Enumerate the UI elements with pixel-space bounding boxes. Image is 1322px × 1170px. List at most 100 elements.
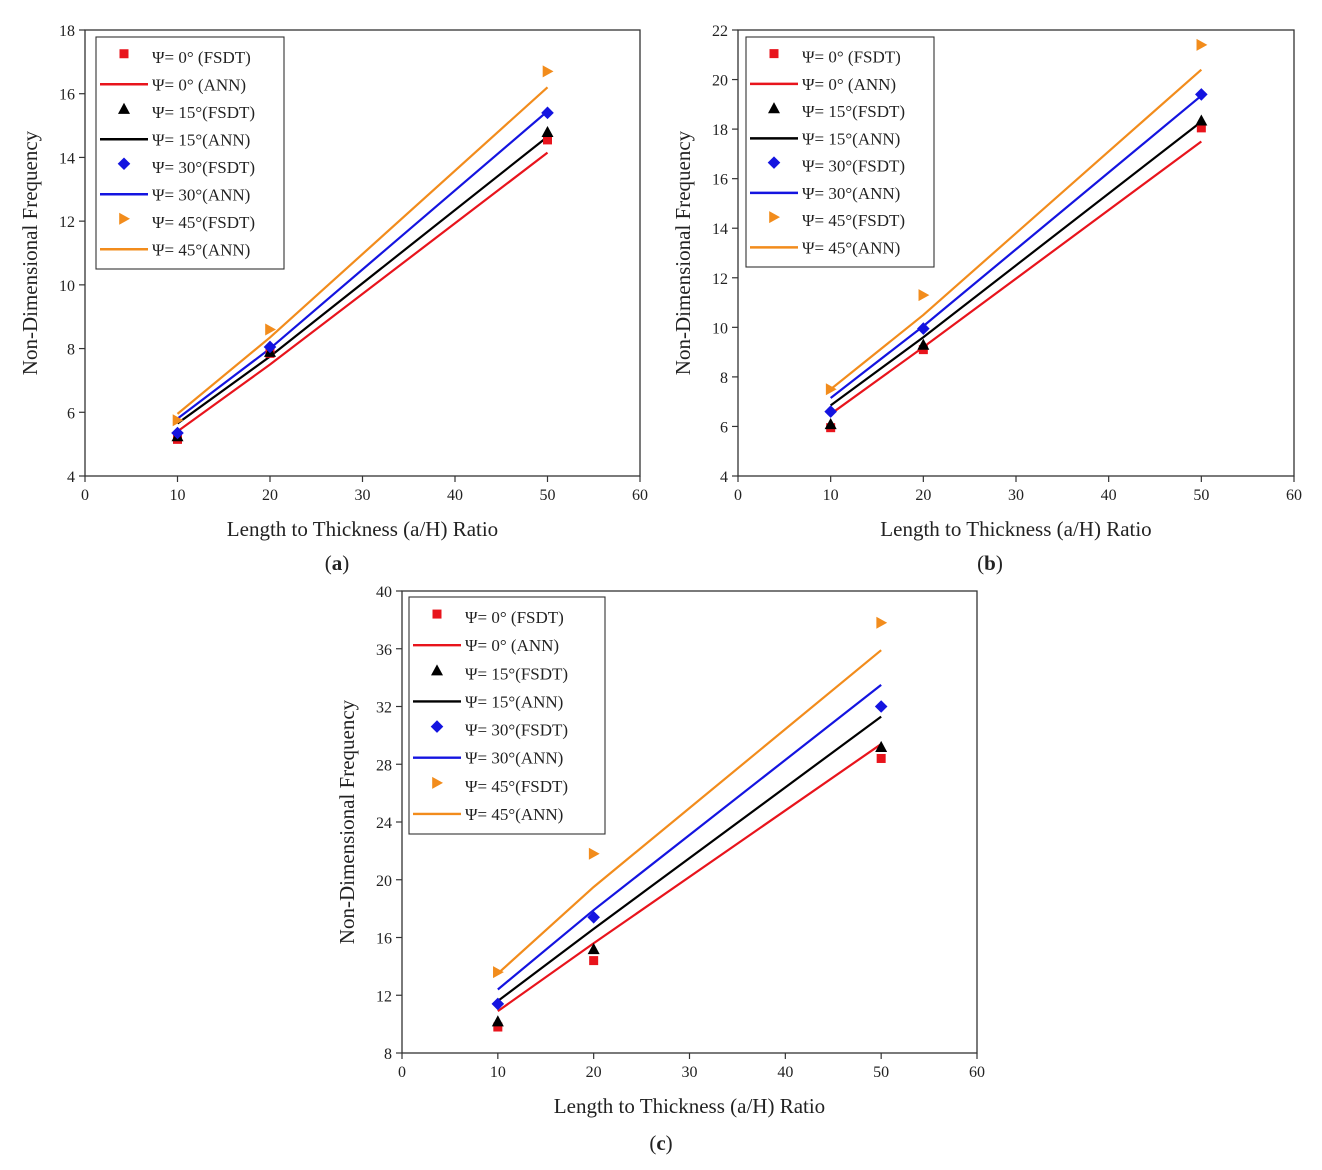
series-line-3	[830, 120, 1203, 407]
legend-marker-0	[769, 49, 779, 59]
series-line-1	[176, 151, 549, 433]
x-tick-label: 0	[734, 487, 742, 504]
legend-label-0: Ψ= 0° (FSDT)	[152, 48, 251, 67]
caption-close-paren: )	[666, 1131, 673, 1155]
x-tick-label: 60	[969, 1064, 985, 1081]
x-tick-label: 20	[915, 487, 931, 504]
legend-label-7: Ψ= 45°(ANN)	[152, 240, 250, 259]
legend-box	[745, 36, 935, 268]
x-tick-label: 10	[490, 1064, 506, 1081]
legend-marker-6	[432, 776, 443, 789]
legend-marker-0	[119, 49, 129, 59]
legend-marker-6	[769, 211, 780, 224]
legend-label-6: Ψ= 45°(FSDT)	[465, 777, 568, 796]
data-point-0-1	[589, 956, 599, 966]
legend-label-1: Ψ= 0° (ANN)	[152, 75, 246, 94]
x-tick-label: 10	[823, 487, 839, 504]
x-tick-label: 30	[355, 487, 371, 504]
legend-box	[408, 596, 606, 835]
data-point-2-1	[587, 943, 600, 955]
data-point-4-0	[491, 997, 505, 1011]
legend-marker-2	[768, 102, 780, 114]
legend-label-1: Ψ= 0° (ANN)	[465, 636, 559, 655]
x-tick-label: 50	[873, 1064, 889, 1081]
x-tick-label: 60	[1286, 487, 1302, 504]
data-point-0-2	[876, 753, 886, 763]
data-point-6-0	[172, 414, 184, 427]
data-point-6-1	[918, 289, 930, 302]
y-tick-label: 14	[712, 221, 728, 238]
y-tick-label: 8	[67, 342, 75, 359]
legend-marker-4	[117, 157, 131, 171]
data-point-6-2	[1196, 38, 1208, 51]
legend-label-5: Ψ= 30°(ANN)	[465, 749, 563, 768]
legend-label-0: Ψ= 0° (FSDT)	[802, 48, 901, 67]
x-tick-label: 10	[170, 487, 186, 504]
x-tick-label: 40	[1101, 487, 1117, 504]
legend-label-2: Ψ= 15°(FSDT)	[152, 103, 255, 122]
legend-label-2: Ψ= 15°(FSDT)	[465, 664, 568, 683]
legend-box	[95, 36, 285, 270]
x-tick-label: 30	[1008, 487, 1024, 504]
y-tick-label: 6	[720, 419, 728, 436]
data-point-2-0	[491, 1015, 504, 1027]
data-point-6-2	[876, 616, 888, 629]
y-tick-label: 24	[376, 815, 392, 832]
y-tick-label: 32	[376, 700, 392, 717]
y-tick-label: 18	[59, 23, 75, 40]
y-tick-label: 16	[376, 931, 392, 948]
y-tick-label: 22	[712, 23, 728, 40]
series-line-5	[497, 683, 882, 991]
caption-letter: b	[984, 551, 996, 575]
y-tick-label: 14	[59, 150, 75, 167]
data-point-0-0	[493, 1022, 503, 1032]
y-axis-title: Non-Dimensional Frequency	[671, 130, 695, 375]
legend-label-6: Ψ= 45°(FSDT)	[152, 213, 255, 232]
x-axis-title: Length to Thickness (a/H) Ratio	[554, 1094, 825, 1118]
x-tick-label: 60	[632, 487, 648, 504]
x-tick-label: 40	[777, 1064, 793, 1081]
caption-open-paren: (	[977, 551, 984, 575]
y-tick-label: 8	[720, 370, 728, 387]
data-point-0-2	[1196, 123, 1206, 133]
legend: Ψ= 0° (FSDT) Ψ= 0° (ANN) Ψ= 15°(FSDT) Ψ= 15…	[408, 596, 606, 835]
legend-label-4: Ψ= 30°(FSDT)	[465, 721, 568, 740]
data-point-2-1	[917, 338, 930, 350]
legend-label-6: Ψ= 45°(FSDT)	[802, 211, 905, 230]
x-tick-label: 30	[682, 1064, 698, 1081]
legend-label-4: Ψ= 30°(FSDT)	[802, 157, 905, 176]
data-point-4-0	[824, 405, 837, 418]
chart-panel-b: 0 10 20 30 40 50 60 4 6 8 10 12 14 16 18 20 22 Length to …	[671, 23, 1302, 575]
y-tick-label: 36	[376, 642, 392, 659]
legend-label-2: Ψ= 15°(FSDT)	[802, 102, 905, 121]
legend-label-4: Ψ= 30°(FSDT)	[152, 158, 255, 177]
legend-marker-4	[430, 720, 444, 733]
panel-caption: (c)	[649, 1131, 672, 1155]
legend-label-7: Ψ= 45°(ANN)	[802, 238, 900, 257]
series-line-3	[497, 715, 882, 1002]
y-tick-label: 16	[712, 172, 728, 189]
legend-label-3: Ψ= 15°(ANN)	[802, 129, 900, 148]
x-axis-title: Length to Thickness (a/H) Ratio	[880, 517, 1151, 541]
caption-letter: a	[332, 551, 343, 575]
x-tick-label: 0	[398, 1064, 406, 1081]
legend-marker-4	[767, 156, 781, 169]
legend-label-5: Ψ= 30°(ANN)	[152, 185, 250, 204]
legend-label-5: Ψ= 30°(ANN)	[802, 184, 900, 203]
y-tick-label: 28	[376, 757, 392, 774]
caption-close-paren: )	[342, 551, 349, 575]
y-tick-label: 8	[384, 1046, 392, 1063]
legend-label-3: Ψ= 15°(ANN)	[465, 692, 563, 711]
data-point-4-1	[263, 340, 277, 354]
data-point-2-0	[824, 417, 837, 430]
chart-panel-c: 0 10 20 30 40 50 60 8 12 16 20 24 28 32 36 40 Length to …	[335, 584, 985, 1155]
x-tick-label: 20	[262, 487, 278, 504]
y-tick-label: 20	[712, 73, 728, 90]
data-point-4-0	[171, 426, 184, 440]
data-point-4-2	[874, 700, 888, 713]
x-tick-label: 20	[586, 1064, 602, 1081]
y-tick-label: 4	[720, 469, 728, 486]
y-tick-label: 10	[712, 320, 728, 337]
y-tick-label: 40	[376, 584, 392, 601]
y-tick-label: 10	[59, 278, 75, 295]
